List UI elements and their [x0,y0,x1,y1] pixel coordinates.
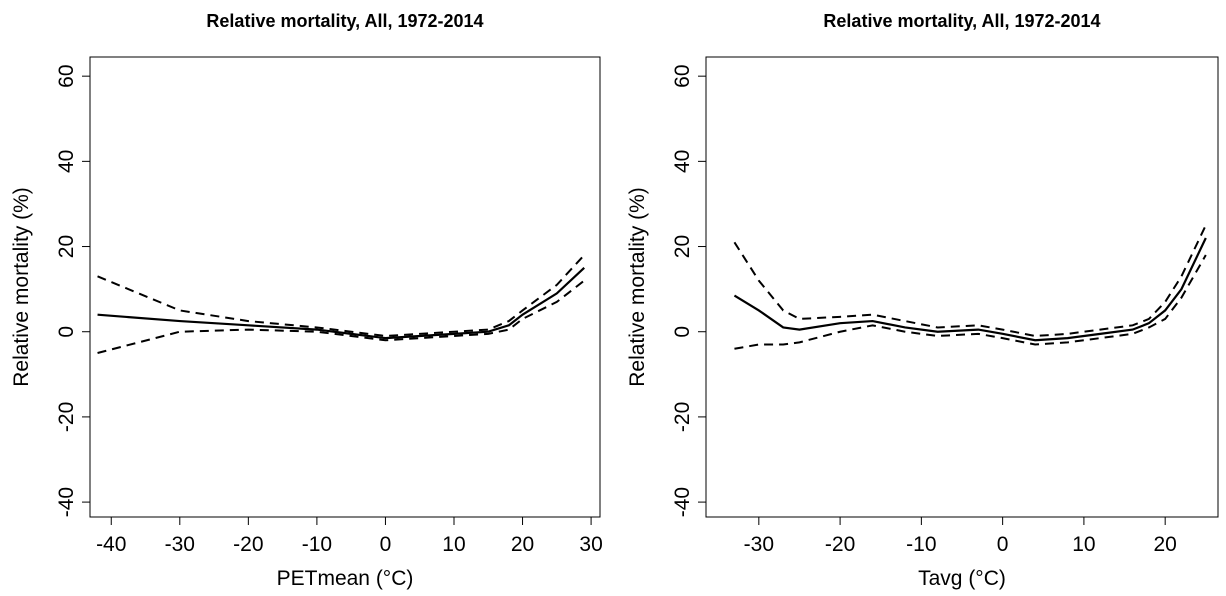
x-tick-label: 20 [1153,533,1176,556]
x-axis-label: PETmean (°C) [277,567,414,590]
x-tick-label: 30 [579,533,602,556]
y-tick-label: -40 [55,487,78,517]
chart-title: Relative mortality, All, 1972-2014 [823,11,1100,31]
x-tick-label: 0 [997,533,1009,556]
y-tick-label: 0 [671,326,694,338]
x-tick-label: -10 [302,533,332,556]
x-tick-label: -30 [165,533,195,556]
y-tick-label: 20 [671,235,694,258]
y-tick-label: 60 [671,64,694,87]
x-tick-label: -40 [96,533,126,556]
chart-title: Relative mortality, All, 1972-2014 [206,11,483,31]
y-axis-label: Relative mortality (%) [10,187,33,387]
x-axis-label: Tavg (°C) [918,567,1006,590]
y-tick-label: 0 [55,326,78,338]
y-tick-label: -40 [671,487,694,517]
x-tick-label: -20 [233,533,263,556]
x-tick-label: -30 [744,533,774,556]
x-tick-label: -20 [825,533,855,556]
confidence-line [97,279,585,354]
confidence-line [734,254,1207,350]
y-tick-label: 20 [55,235,78,258]
x-tick-label: 20 [511,533,534,556]
confidence-line [97,254,585,337]
fit-line [97,267,585,340]
y-tick-label: 40 [671,150,694,173]
y-axis-label: Relative mortality (%) [626,187,649,387]
y-tick-label: 40 [55,150,78,173]
x-tick-label: 0 [380,533,392,556]
x-tick-label: 10 [442,533,465,556]
plot-frame [705,56,1219,518]
x-tick-label: -10 [906,533,936,556]
y-tick-label: -20 [671,402,694,432]
plot-frame [89,56,601,518]
x-tick-label: 10 [1072,533,1095,556]
y-tick-label: 60 [55,64,78,87]
y-tick-label: -20 [55,402,78,432]
confidence-line [733,224,1207,337]
fit-line [733,237,1207,342]
